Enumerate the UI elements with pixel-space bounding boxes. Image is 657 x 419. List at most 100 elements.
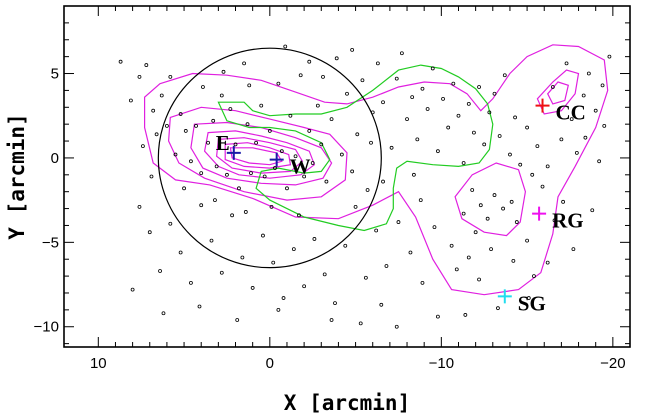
data-point — [118, 59, 123, 64]
data-point — [324, 179, 329, 184]
data-point — [221, 69, 226, 74]
data-point — [334, 56, 339, 61]
data-point — [411, 172, 416, 177]
data-point — [281, 296, 286, 300]
magenta-contour-9 — [536, 69, 580, 115]
data-point — [247, 83, 252, 88]
data-point — [374, 228, 379, 233]
data-point — [441, 96, 445, 101]
magenta-contour-1 — [144, 44, 609, 296]
data-point — [199, 171, 204, 176]
data-point — [487, 110, 492, 115]
data-point — [322, 272, 327, 277]
data-point — [463, 313, 468, 317]
data-point — [173, 152, 178, 157]
data-point — [451, 81, 456, 86]
data-point — [158, 269, 162, 273]
tick-label-layer: 10 0 −10 −20 5 0 −5 −10 — [34, 66, 626, 372]
x-tick-label: 0 — [266, 355, 274, 372]
data-point — [405, 117, 409, 122]
data-point — [485, 216, 490, 221]
data-point — [511, 259, 516, 263]
data-point — [297, 213, 301, 218]
data-point — [425, 107, 430, 111]
data-point — [550, 85, 555, 89]
data-point — [350, 47, 355, 52]
data-point — [353, 204, 358, 209]
marker-rg: RG — [532, 206, 584, 233]
data-point — [137, 204, 142, 209]
y-tick-label: −5 — [42, 234, 59, 251]
data-point — [235, 318, 240, 322]
data-point — [201, 85, 205, 89]
data-point — [219, 93, 224, 98]
marker-layer: E W CC RG SG — [216, 98, 586, 315]
data-point — [466, 102, 471, 106]
data-point — [365, 188, 370, 192]
data-point — [140, 144, 145, 149]
data-point — [319, 142, 324, 147]
data-point — [482, 142, 487, 147]
data-point — [302, 284, 307, 289]
data-point — [408, 250, 413, 255]
data-point — [137, 75, 142, 79]
magenta-contour-5 — [215, 137, 304, 174]
data-point — [339, 152, 344, 157]
x-tick-label: 10 — [90, 355, 107, 372]
marker-sg: SG — [497, 289, 546, 315]
y-tick-label: 0 — [51, 150, 59, 167]
magenta-contour-6 — [224, 142, 292, 169]
data-point — [307, 129, 312, 133]
data-point — [194, 123, 198, 128]
data-point — [384, 264, 389, 268]
marker-label-sg: SG — [518, 291, 546, 315]
magenta-contour-10 — [546, 81, 570, 105]
data-point — [363, 275, 368, 280]
data-point — [600, 83, 605, 88]
data-point — [293, 154, 298, 159]
data-point — [432, 225, 437, 230]
data-point — [329, 318, 334, 322]
data-point — [552, 218, 557, 223]
data-point — [586, 71, 591, 76]
data-point — [168, 75, 173, 79]
y-tick-label: 5 — [51, 66, 59, 83]
data-point — [178, 250, 183, 255]
data-point — [189, 280, 193, 285]
data-point — [250, 286, 255, 290]
data-point — [315, 103, 320, 108]
data-point — [410, 95, 415, 100]
data-point — [183, 129, 188, 133]
data-point — [454, 267, 459, 272]
data-point — [211, 118, 216, 123]
y-axis-label: Y [arcmin] — [5, 113, 29, 239]
magenta-contour-2 — [167, 106, 348, 201]
data-point — [559, 137, 564, 142]
data-point — [492, 91, 497, 96]
data-point — [375, 61, 380, 66]
data-point — [593, 108, 598, 113]
data-point — [209, 238, 214, 243]
data-point — [333, 301, 337, 306]
data-point — [144, 63, 149, 67]
data-point — [478, 203, 483, 208]
data-point — [607, 54, 612, 59]
data-point — [381, 179, 385, 184]
data-point — [149, 174, 154, 179]
data-point — [151, 108, 156, 113]
green-contour — [217, 64, 494, 232]
data-point — [430, 66, 435, 71]
data-point — [242, 61, 246, 66]
data-point — [302, 174, 307, 179]
data-point — [240, 255, 245, 260]
data-point — [237, 186, 241, 191]
data-point — [561, 199, 566, 204]
data-point — [370, 110, 375, 115]
data-point — [273, 166, 277, 170]
data-point — [571, 247, 576, 251]
data-point — [276, 307, 281, 312]
magenta-contour-4 — [203, 130, 316, 179]
data-point — [394, 76, 399, 81]
data-point — [436, 149, 440, 154]
